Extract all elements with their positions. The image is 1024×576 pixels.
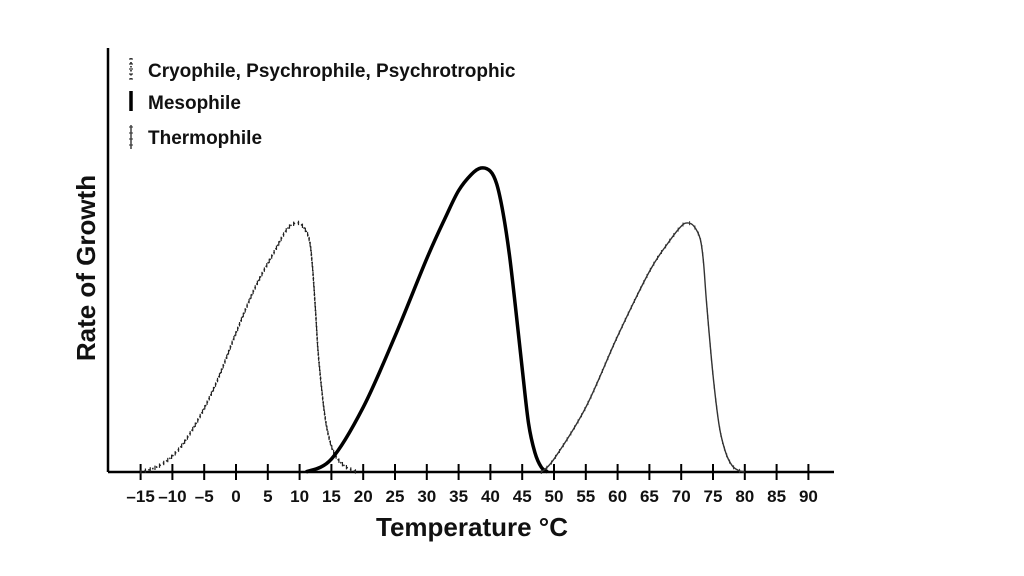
x-tick-label: –15 bbox=[126, 487, 154, 506]
legend-label-mesophile: Mesophile bbox=[148, 93, 241, 114]
series-1 bbox=[305, 166, 549, 474]
x-tick-label: –5 bbox=[195, 487, 214, 506]
legend: Cryophile, Psychrophile, Psychrotrophic … bbox=[129, 58, 516, 149]
series-0 bbox=[140, 220, 358, 475]
x-tick-label: 5 bbox=[263, 487, 272, 506]
x-tick-label: 65 bbox=[640, 487, 659, 506]
x-tick-label: –10 bbox=[158, 487, 186, 506]
legend-swatch-ticked bbox=[129, 125, 133, 149]
x-tick-label: 85 bbox=[767, 487, 786, 506]
x-axis-tick-labels: –15 –10 –5 0 5 10 15 20 25 30 35 40 45 50 55 60 65 70 75 80… bbox=[126, 487, 817, 506]
thermophile-curve-guide bbox=[541, 223, 745, 472]
x-tick-label: 0 bbox=[231, 487, 240, 506]
x-axis-ticks bbox=[139, 464, 810, 480]
cryophile-curve-guide bbox=[141, 223, 357, 472]
x-tick-label: 60 bbox=[608, 487, 627, 506]
series-layer bbox=[140, 166, 745, 475]
x-tick-label: 70 bbox=[672, 487, 691, 506]
legend-item-mesophile: Mesophile bbox=[129, 91, 241, 114]
y-axis-title: Rate of Growth bbox=[71, 175, 101, 361]
x-tick-label: 50 bbox=[545, 487, 564, 506]
x-tick-label: 55 bbox=[576, 487, 595, 506]
legend-label-thermophile: Thermophile bbox=[148, 128, 262, 149]
x-tick-label: 90 bbox=[799, 487, 818, 506]
x-tick-label: 15 bbox=[322, 487, 341, 506]
x-tick-label: 20 bbox=[354, 487, 373, 506]
x-tick-label: 40 bbox=[481, 487, 500, 506]
x-tick-label: 30 bbox=[417, 487, 436, 506]
x-tick-label: 35 bbox=[449, 487, 468, 506]
x-axis-title: Temperature °C bbox=[376, 512, 568, 542]
x-tick-label: 75 bbox=[704, 487, 723, 506]
legend-item-thermophile: Thermophile bbox=[129, 125, 262, 149]
mesophile-curve bbox=[305, 166, 549, 474]
x-tick-label: 80 bbox=[735, 487, 754, 506]
legend-label-cryophile: Cryophile, Psychrophile, Psychrotrophic bbox=[148, 61, 516, 82]
x-tick-label: 10 bbox=[290, 487, 309, 506]
legend-swatch-dotted bbox=[129, 58, 133, 80]
series-2 bbox=[540, 221, 745, 474]
legend-item-cryophile: Cryophile, Psychrophile, Psychrotrophic bbox=[129, 58, 516, 82]
x-tick-label: 45 bbox=[513, 487, 532, 506]
cryophile-curve bbox=[140, 222, 358, 473]
thermophile-curve bbox=[540, 222, 745, 473]
x-tick-label: 25 bbox=[386, 487, 405, 506]
